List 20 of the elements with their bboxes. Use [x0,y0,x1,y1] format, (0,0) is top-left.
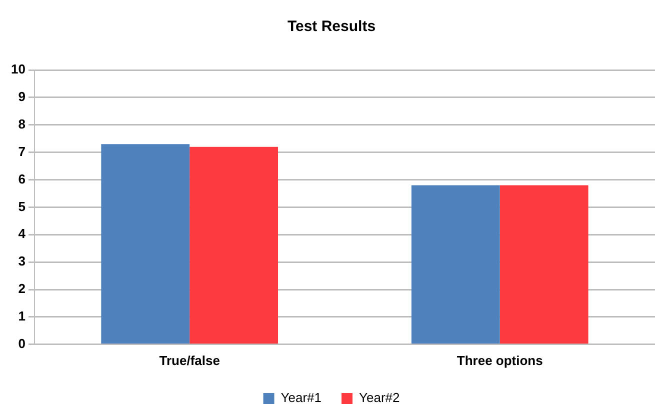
bar [190,146,278,344]
x-tick-label: Three options [456,352,543,368]
y-tick-label: 1 [18,308,26,324]
y-tick-label: 4 [18,226,26,242]
x-tick-label: True/false [159,352,220,368]
y-tick-label: 10 [10,62,26,77]
y-tick-label: 8 [18,116,26,132]
y-tick-label: 9 [18,89,26,104]
y-tick-label: 6 [18,171,26,186]
bar [411,185,500,344]
y-tick-label: 2 [18,281,26,296]
legend-label: Year#2 [359,390,400,406]
y-tick-label: 0 [18,336,26,351]
y-tick-label: 5 [18,198,26,214]
y-tick-label: 3 [18,254,26,269]
bar [500,185,588,344]
y-tick-label: 7 [18,144,26,159]
legend-label: Year#1 [280,390,322,406]
bar [101,144,190,344]
chart-title: Test Results [287,18,376,36]
